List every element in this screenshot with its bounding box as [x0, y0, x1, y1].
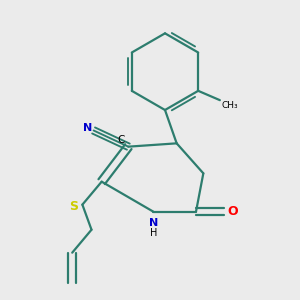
Text: CH₃: CH₃: [221, 101, 238, 110]
Text: N: N: [83, 123, 92, 133]
Text: C: C: [118, 135, 125, 145]
Text: N: N: [149, 218, 159, 228]
Text: H: H: [150, 228, 158, 238]
Text: S: S: [69, 200, 78, 213]
Text: O: O: [227, 205, 238, 218]
